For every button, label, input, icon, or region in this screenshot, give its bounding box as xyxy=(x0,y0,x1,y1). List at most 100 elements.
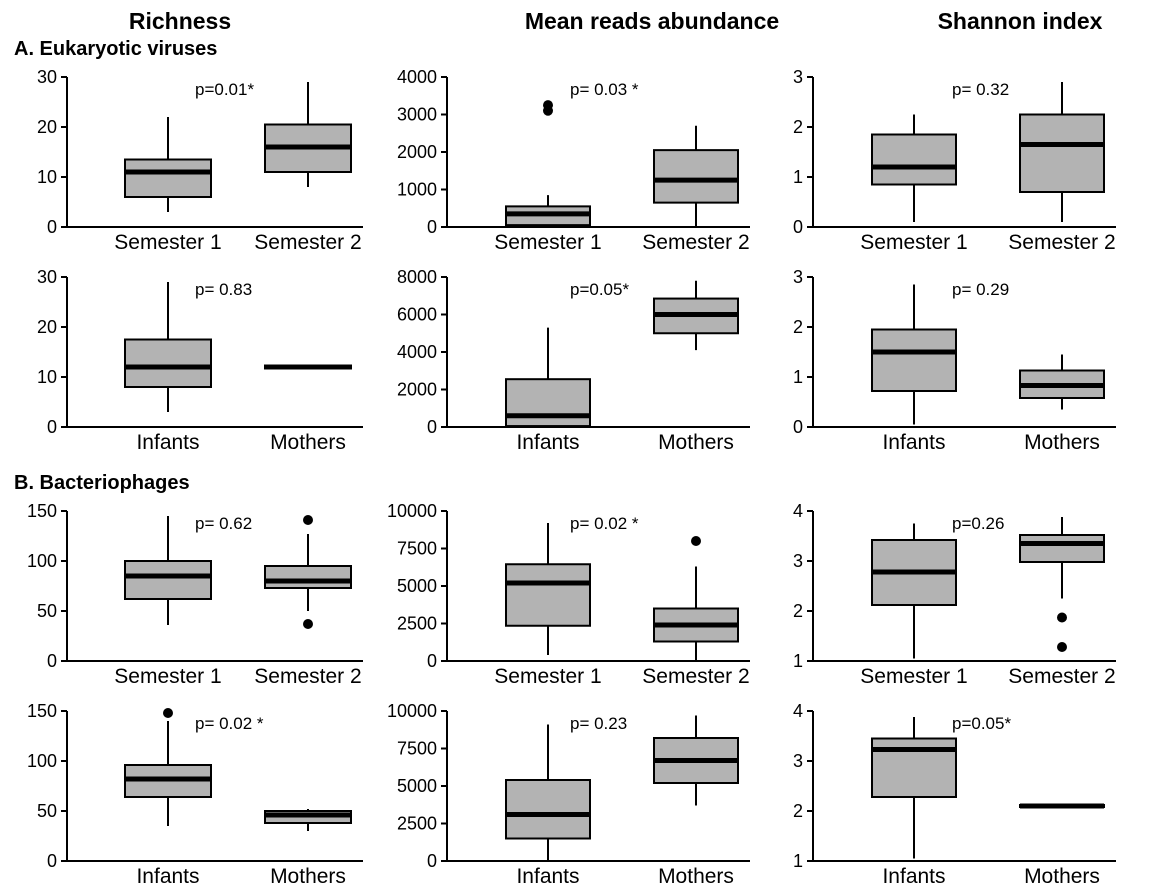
y-tick-label: 0 xyxy=(427,851,437,871)
box xyxy=(505,378,591,428)
y-tick-label: 7500 xyxy=(397,539,437,559)
p-value-annotation: p=0.26 xyxy=(952,514,1004,533)
y-tick-label: 1 xyxy=(793,851,803,871)
y-tick-label: 3 xyxy=(793,267,803,287)
boxplot-panel: 1 2 3 4 Infants Mothers p=0.05* xyxy=(793,701,1116,884)
category-label: Mothers xyxy=(658,431,734,454)
boxplot-panel: 0 10 20 30 Infants Mothers p= 0.83 xyxy=(37,267,363,454)
p-value-annotation: p= 0.02 * xyxy=(195,714,264,733)
p-value-annotation: p= 0.29 xyxy=(952,280,1009,299)
box xyxy=(124,560,212,600)
y-tick-label: 4000 xyxy=(397,342,437,362)
category-label: Semester 2 xyxy=(254,665,361,688)
y-tick-label: 20 xyxy=(37,117,57,137)
box xyxy=(124,338,212,388)
p-value-annotation: p= 0.03 * xyxy=(570,80,639,99)
y-tick-label: 0 xyxy=(47,651,57,671)
boxplot-panel: 0 2500 5000 7500 10000 Infants Mothers p= 0.23 xyxy=(387,701,750,884)
section-title-eukaryotic-viruses: A. Eukaryotic viruses xyxy=(14,38,218,60)
y-tick-label: 10 xyxy=(37,367,57,387)
y-tick-label: 0 xyxy=(47,417,57,437)
box xyxy=(871,133,957,186)
column-title-shannon: Shannon index xyxy=(937,8,1103,34)
y-tick-label: 7500 xyxy=(397,739,437,759)
y-tick-label: 2 xyxy=(793,801,803,821)
y-tick-label: 3 xyxy=(793,67,803,87)
y-tick-label: 50 xyxy=(37,601,57,621)
y-tick-label: 150 xyxy=(27,701,57,721)
column-title-mean-reads: Mean reads abundance xyxy=(524,8,780,34)
y-tick-label: 3000 xyxy=(397,105,437,125)
y-tick-label: 0 xyxy=(47,217,57,237)
column-title-richness: Richness xyxy=(128,8,232,34)
y-tick-label: 4000 xyxy=(397,67,437,87)
y-tick-label: 10000 xyxy=(387,701,437,721)
category-label: Infants xyxy=(516,865,579,884)
y-tick-label: 100 xyxy=(27,751,57,771)
category-label: Mothers xyxy=(270,431,346,454)
y-tick-label: 3 xyxy=(793,751,803,771)
category-label: Semester 2 xyxy=(254,231,361,254)
p-value-annotation: p= 0.23 xyxy=(570,714,627,733)
outlier-point xyxy=(1057,612,1067,623)
p-value-annotation: p= 0.62 xyxy=(195,514,252,533)
category-label: Mothers xyxy=(270,865,346,884)
boxplot-panel: 0 1 2 3 Infants Mothers p= 0.29 xyxy=(793,267,1116,454)
category-label: Mothers xyxy=(1024,865,1100,884)
boxplot-panel: 0 1 2 3 Semester 1 Semester 2 p= 0.32 xyxy=(793,67,1116,254)
y-tick-label: 10 xyxy=(37,167,57,187)
y-tick-label: 1 xyxy=(793,167,803,187)
y-tick-label: 2 xyxy=(793,117,803,137)
y-tick-label: 2500 xyxy=(397,814,437,834)
outlier-point xyxy=(691,536,701,546)
y-tick-label: 4 xyxy=(793,701,803,721)
p-value-annotation: p=0.05* xyxy=(570,280,629,299)
category-label: Semester 1 xyxy=(860,231,967,254)
category-label: Semester 1 xyxy=(114,665,221,688)
y-tick-label: 150 xyxy=(27,501,57,521)
y-tick-label: 30 xyxy=(37,67,57,87)
box xyxy=(505,779,591,840)
y-tick-label: 5000 xyxy=(397,776,437,796)
box xyxy=(653,149,739,204)
y-tick-label: 2 xyxy=(793,601,803,621)
y-tick-label: 50 xyxy=(37,801,57,821)
outlier-point xyxy=(543,100,553,111)
y-tick-label: 1000 xyxy=(397,180,437,200)
y-tick-label: 30 xyxy=(37,267,57,287)
y-tick-label: 0 xyxy=(793,217,803,237)
y-tick-label: 3 xyxy=(793,551,803,571)
p-value-annotation: p=0.05* xyxy=(952,714,1011,733)
boxplot-panel: 0 2500 5000 7500 10000 Semester 1 Semester 2 p=… xyxy=(387,501,750,688)
category-label: Mothers xyxy=(1024,431,1100,454)
y-tick-label: 2000 xyxy=(397,142,437,162)
boxplot-panel: 0 50 100 150 Semester 1 Semester 2 p= 0.62 xyxy=(27,501,363,688)
category-label: Infants xyxy=(882,431,945,454)
y-tick-label: 1 xyxy=(793,651,803,671)
category-label: Semester 1 xyxy=(114,231,221,254)
category-label: Infants xyxy=(882,865,945,884)
category-label: Semester 2 xyxy=(1008,665,1115,688)
y-tick-label: 6000 xyxy=(397,305,437,325)
boxplot-panel: 0 50 100 150 Infants Mothers p= 0.02 * xyxy=(27,701,363,884)
y-tick-label: 100 xyxy=(27,551,57,571)
category-label: Semester 2 xyxy=(642,665,749,688)
boxplot-panel: 1 2 3 4 Semester 1 Semester 2 p=0.26 xyxy=(793,501,1116,688)
box xyxy=(124,158,212,198)
category-label: Semester 2 xyxy=(642,231,749,254)
box xyxy=(264,565,352,589)
outlier-point xyxy=(303,619,313,629)
category-label: Infants xyxy=(516,431,579,454)
boxplot-panel: 0 1000 2000 3000 4000 Semester 1 Semester 2 p= … xyxy=(397,67,750,254)
category-label: Mothers xyxy=(658,865,734,884)
category-label: Semester 1 xyxy=(494,665,601,688)
y-tick-label: 0 xyxy=(427,417,437,437)
y-tick-label: 1 xyxy=(793,367,803,387)
y-tick-label: 0 xyxy=(47,851,57,871)
y-tick-label: 0 xyxy=(427,651,437,671)
box xyxy=(871,328,957,392)
y-tick-label: 20 xyxy=(37,317,57,337)
box xyxy=(505,563,591,627)
box xyxy=(1019,113,1105,193)
y-tick-label: 0 xyxy=(427,217,437,237)
